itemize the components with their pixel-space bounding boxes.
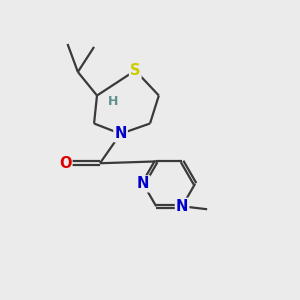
Text: S: S bbox=[130, 63, 140, 78]
Text: O: O bbox=[59, 156, 71, 171]
Text: N: N bbox=[114, 126, 127, 141]
Text: H: H bbox=[108, 95, 119, 108]
Text: N: N bbox=[137, 176, 149, 191]
Text: N: N bbox=[176, 199, 188, 214]
